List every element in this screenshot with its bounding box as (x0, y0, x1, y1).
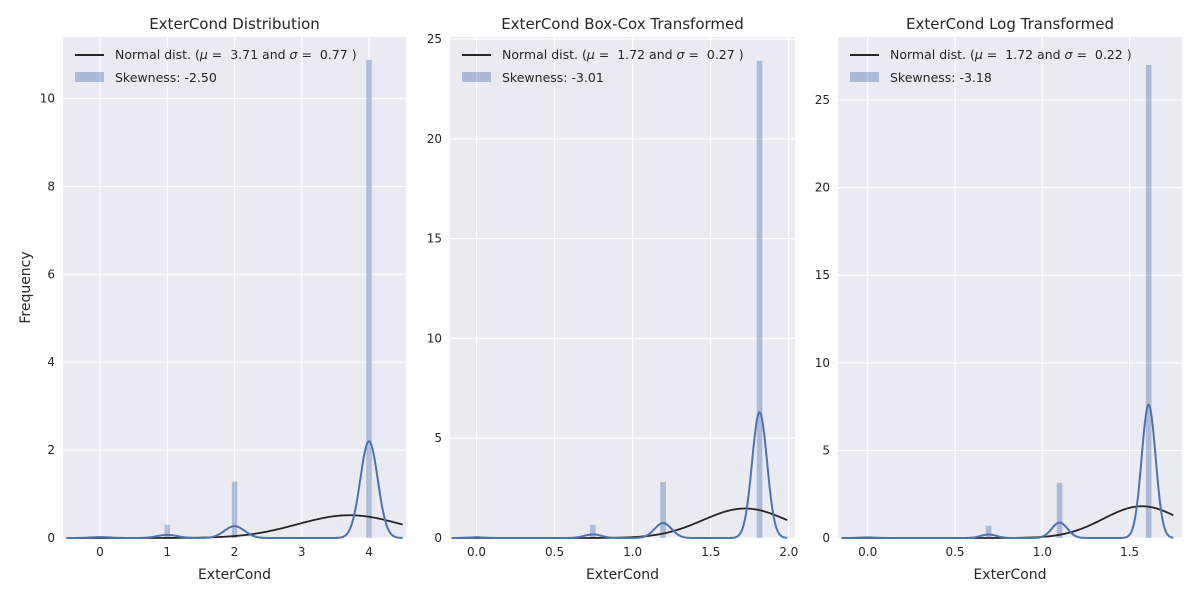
x-tick-label: 0.0 (858, 545, 877, 559)
chart-title: ExterCond Box-Cox Transformed (501, 15, 744, 33)
legend-sigma-eq: = (684, 47, 706, 62)
legend-sigma-sep: and (258, 47, 289, 62)
histogram-bar (590, 525, 596, 538)
legend-skewness-label: Skewness: -3.18 (890, 70, 992, 85)
histogram-bar (985, 525, 992, 538)
chart-panel-1: 0 1 2 3 4 0 2 4 6 8 10 ExterCond Distribution ExterC… (18, 15, 406, 583)
legend-sigma-label: σ (677, 47, 686, 62)
legend-mu-label: μ (586, 47, 595, 62)
y-tick-label: 5 (822, 443, 830, 457)
y-tick-label: 0 (822, 531, 830, 545)
y-tick-label: 10 (40, 92, 55, 106)
kde-line (451, 410, 788, 539)
x-axis-label: ExterCond (586, 567, 659, 583)
x-axis-label: ExterCond (198, 567, 271, 583)
y-tick-label: 25 (815, 93, 830, 107)
x-tick-label: 1 (163, 545, 171, 559)
y-tick-label: 15 (427, 232, 442, 246)
legend-mu-label: μ (199, 47, 208, 62)
y-tick-label: 20 (815, 181, 830, 195)
legend-skewness-label: Skewness: -2.50 (115, 70, 217, 85)
x-tick-label: 0.5 (545, 545, 564, 559)
y-tick-label: 10 (427, 331, 442, 345)
legend-skewness-label: Skewness: -3.01 (502, 70, 604, 85)
y-tick-label: 0 (47, 531, 55, 545)
x-axis-label: ExterCond (973, 567, 1046, 583)
legend: Normal dist. (μ = 1.72 and σ = 0.22 ) Ske… (850, 47, 1132, 85)
legend-mu-eq: = (983, 47, 1005, 62)
x-tick-label: 1.5 (1120, 545, 1139, 559)
legend-sigma-eq: = (1072, 47, 1094, 62)
legend: Normal dist. (μ = 1.72 and σ = 0.27 ) Ske… (462, 47, 744, 85)
histogram-bar (756, 60, 763, 539)
legend-patch-swatch (75, 72, 104, 82)
legend-mu: 3.71 (230, 47, 258, 62)
plot-area (838, 37, 1182, 538)
legend-mu-label: μ (974, 47, 983, 62)
x-tick-label: 2.0 (779, 545, 798, 559)
legend-prefix: Normal dist. ( (890, 47, 975, 62)
y-tick-label: 15 (815, 268, 830, 282)
legend-suffix: ) (1123, 47, 1132, 62)
chart-title: ExterCond Distribution (149, 15, 320, 33)
x-tick-label: 2 (231, 545, 239, 559)
x-tick-label: 1.5 (701, 545, 720, 559)
chart-title: ExterCond Log Transformed (906, 15, 1114, 33)
histogram-bar (660, 482, 666, 538)
legend-patch-swatch (850, 72, 879, 82)
kde-line (66, 440, 403, 539)
legend-normal-dist-label: Normal dist. (μ = 1.72 and σ = 0.22 ) (890, 47, 1132, 62)
plot-area (450, 37, 795, 538)
legend: Normal dist. (μ = 3.71 and σ = 0.77 ) Ske… (75, 47, 357, 85)
legend-normal-dist-label: Normal dist. (μ = 3.71 and σ = 0.77 ) (115, 47, 357, 62)
legend-suffix: ) (735, 47, 744, 62)
legend-sigma-sep: and (645, 47, 676, 62)
x-tick-label: 0 (96, 545, 104, 559)
x-tick-label: 1.0 (623, 545, 642, 559)
histogram-bar (231, 481, 238, 538)
y-tick-label: 0 (434, 531, 442, 545)
histogram-bar (366, 59, 372, 538)
chart-panel-2: 0.0 0.5 1.0 1.5 2.0 0 5 10 15 20 25 ExterCond Box-C… (427, 15, 799, 583)
y-tick-label: 8 (47, 179, 55, 193)
x-tick-label: 0.0 (467, 545, 486, 559)
y-tick-label: 10 (815, 356, 830, 370)
legend-sigma-label: σ (290, 47, 299, 62)
legend-sigma-label: σ (1065, 47, 1074, 62)
legend-normal-dist-label: Normal dist. (μ = 1.72 and σ = 0.27 ) (502, 47, 744, 62)
kde-line (841, 403, 1174, 539)
legend-sigma-sep: and (1033, 47, 1064, 62)
x-tick-label: 0.5 (945, 545, 964, 559)
legend-sigma: 0.22 (1095, 47, 1123, 62)
histogram-bar (1056, 482, 1063, 538)
legend-sigma: 0.27 (707, 47, 735, 62)
legend-patch-swatch (462, 72, 491, 82)
legend-suffix: ) (348, 47, 357, 62)
legend-sigma-eq: = (297, 47, 319, 62)
legend-mu-eq: = (595, 47, 617, 62)
legend-prefix: Normal dist. ( (115, 47, 200, 62)
y-axis-label: Frequency (18, 251, 34, 323)
y-tick-label: 20 (427, 132, 442, 146)
x-tick-label: 4 (365, 545, 373, 559)
x-tick-label: 1.0 (1033, 545, 1052, 559)
y-tick-label: 25 (427, 32, 442, 46)
legend-mu: 1.72 (1005, 47, 1033, 62)
y-tick-label: 6 (47, 267, 55, 281)
legend-mu-eq: = (208, 47, 230, 62)
y-tick-label: 4 (47, 355, 55, 369)
y-tick-label: 2 (47, 443, 55, 457)
legend-mu: 1.72 (617, 47, 645, 62)
x-tick-label: 3 (298, 545, 306, 559)
legend-prefix: Normal dist. ( (502, 47, 587, 62)
legend-sigma: 0.77 (320, 47, 348, 62)
y-tick-label: 5 (434, 431, 442, 445)
histogram-bar (164, 524, 170, 538)
chart-panel-3: 0.0 0.5 1.0 1.5 0 5 10 15 20 25 ExterCond Log Tran… (815, 15, 1182, 583)
histogram-bar (1145, 65, 1152, 539)
